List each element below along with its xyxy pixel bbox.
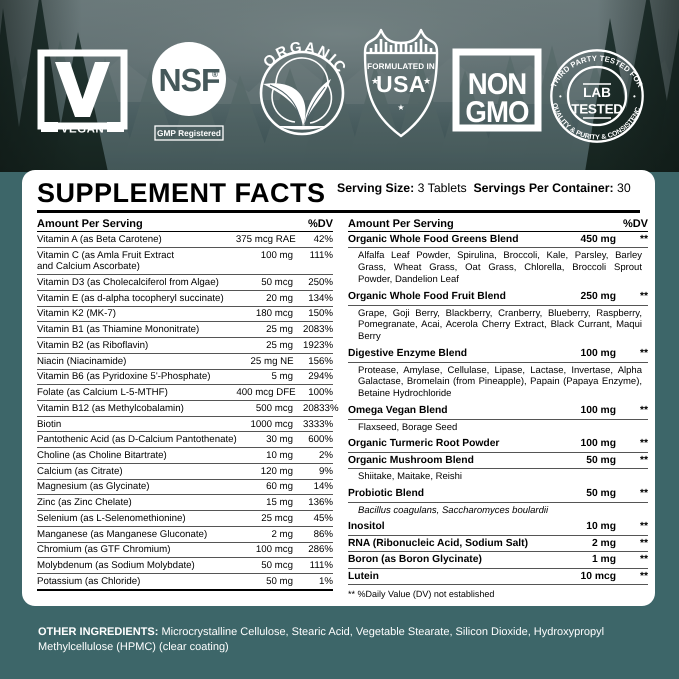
svg-text:USA: USA: [376, 71, 426, 97]
svg-text:★: ★: [397, 103, 404, 112]
svg-text:GMO: GMO: [465, 96, 529, 129]
svg-text:•: •: [559, 92, 562, 101]
svg-text:★: ★: [423, 76, 431, 86]
svg-text:GMP Registered: GMP Registered: [157, 128, 221, 138]
svg-text:LAB: LAB: [583, 85, 611, 100]
svg-text:VEGAN: VEGAN: [61, 124, 104, 136]
svg-text:NSF: NSF: [159, 62, 220, 98]
svg-text:★: ★: [371, 76, 379, 86]
svg-text:•: •: [633, 92, 636, 101]
svg-text:®: ®: [212, 70, 218, 79]
svg-text:FORMULATED IN: FORMULATED IN: [367, 62, 435, 71]
svg-text:TESTED: TESTED: [571, 102, 623, 117]
